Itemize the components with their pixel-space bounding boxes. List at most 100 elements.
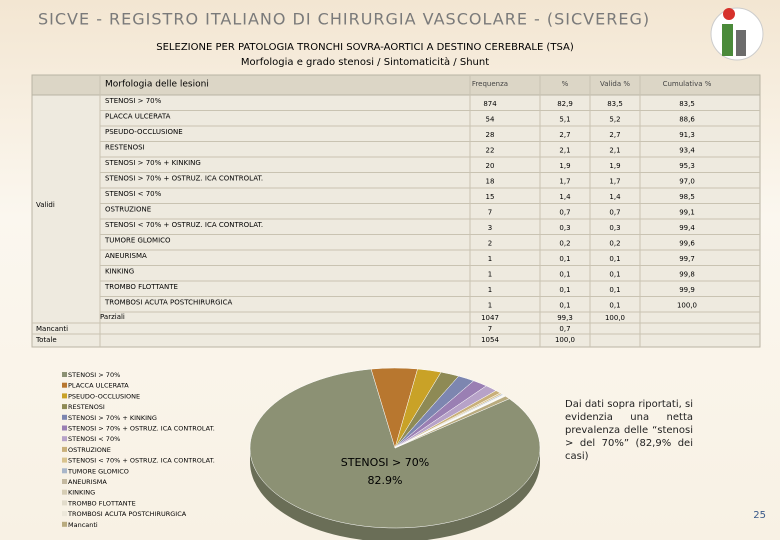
cell: 1 — [488, 286, 492, 294]
column-header: Frequenza — [472, 80, 508, 88]
legend-label: TROMBOSI ACUTA POSTCHIRURGICA — [67, 510, 187, 518]
cell: 18 — [486, 178, 495, 186]
row-label: TROMBO FLOTTANTE — [104, 283, 178, 291]
cell: 1054 — [481, 336, 499, 344]
cell: 7 — [488, 209, 492, 217]
cell: 5,1 — [559, 116, 570, 124]
note: Dai dati sopra riportati, si evidenzia u… — [565, 399, 693, 462]
cell: 5,2 — [609, 116, 620, 124]
legend-label: STENOSI < 70% — [68, 435, 120, 443]
cell: 0,7 — [609, 209, 620, 217]
cell: 1 — [488, 255, 492, 263]
row-label: STENOSI > 70% + KINKING — [105, 159, 201, 167]
legend-label: Mancanti — [68, 521, 98, 529]
legend-swatch — [62, 468, 67, 474]
cell: 28 — [486, 131, 495, 139]
row-label: STENOSI < 70% — [105, 190, 162, 198]
row-label: STENOSI > 70% — [105, 97, 162, 105]
row-label: STENOSI > 70% + OSTRUZ. ICA CONTROLAT. — [105, 175, 263, 183]
cell: 7 — [488, 325, 492, 333]
logo — [710, 7, 764, 61]
table-header-bg — [31, 74, 761, 96]
cell: 54 — [486, 116, 495, 124]
column-header: Cumulativa % — [663, 80, 712, 88]
legend-swatch — [62, 404, 67, 410]
cell: 83,5 — [679, 100, 695, 108]
cell: 0,1 — [559, 286, 570, 294]
cell: 0,1 — [559, 271, 570, 279]
legend-label: ANEURISMA — [68, 478, 107, 486]
cell: 100,0 — [555, 336, 575, 344]
cell: 1 — [488, 302, 492, 310]
row-label: PSEUDO-OCCLUSIONE — [105, 128, 183, 136]
cell: 0,2 — [559, 240, 570, 248]
row-label: KINKING — [105, 268, 134, 276]
cell: 1,9 — [559, 162, 570, 170]
cell: 22 — [486, 147, 495, 155]
row-label: ANEURISMA — [105, 252, 147, 260]
cell: 82,9 — [557, 100, 573, 108]
cell: 0,1 — [609, 286, 620, 294]
cell: 2 — [488, 240, 492, 248]
cell: 91,3 — [679, 131, 695, 139]
legend-swatch — [62, 521, 67, 527]
cell: 95,3 — [679, 162, 695, 170]
cell: 0,7 — [559, 325, 570, 333]
cell: 1047 — [481, 314, 499, 322]
cell: 0,1 — [559, 302, 570, 310]
column-header: Valida % — [600, 80, 630, 88]
slide-title: SICVE - REGISTRO ITALIANO DI CHIRURGIA V… — [38, 10, 650, 29]
row-label: PLACCA ULCERATA — [105, 113, 171, 121]
subtitle: Morfologia e grado stenosi / Sintomatici… — [241, 56, 489, 68]
cell: 83,5 — [607, 100, 623, 108]
cell: 100,0 — [605, 314, 625, 322]
group-label: Validi — [36, 201, 55, 209]
group-label: Mancanti — [36, 325, 68, 333]
cell: 20 — [486, 162, 495, 170]
legend-label: OSTRUZIONE — [68, 446, 111, 454]
cell: 874 — [483, 100, 497, 108]
legend-label: PLACCA ULCERATA — [68, 382, 129, 390]
row-label: RESTENOSI — [105, 144, 145, 152]
legend-swatch — [62, 393, 67, 399]
legend-swatch — [62, 511, 67, 517]
row-label: OSTRUZIONE — [105, 206, 151, 214]
cell: 97,0 — [679, 178, 695, 186]
legend-swatch — [62, 457, 67, 463]
cell: 1 — [488, 271, 492, 279]
cell: 0,3 — [559, 224, 570, 232]
row-label: STENOSI < 70% + OSTRUZ. ICA CONTROLAT. — [105, 221, 263, 229]
legend-swatch — [62, 500, 67, 506]
group-label: Totale — [35, 336, 57, 344]
cell: 98,5 — [679, 193, 695, 201]
legend-swatch — [62, 425, 67, 431]
legend-label: STENOSI < 70% + OSTRUZ. ICA CONTROLAT. — [68, 457, 215, 465]
legend-label: KINKING — [68, 489, 95, 497]
legend-label: STENOSI > 70% + OSTRUZ. ICA CONTROLAT. — [68, 425, 215, 433]
cell: 99,7 — [679, 255, 695, 263]
cell: 99,6 — [679, 240, 695, 248]
cell: 1,4 — [609, 193, 621, 201]
cell: 0,1 — [609, 255, 620, 263]
legend-label: RESTENOSI — [68, 403, 105, 411]
cell: 99,1 — [679, 209, 695, 217]
cell: 88,6 — [679, 116, 695, 124]
pie-slice — [394, 395, 510, 449]
cell: 0,2 — [609, 240, 620, 248]
legend-label: PSEUDO-OCCLUSIONE — [68, 392, 140, 400]
cell: 0,1 — [609, 302, 620, 310]
legend-swatch — [62, 489, 67, 495]
cell: 2,7 — [609, 131, 620, 139]
legend-swatch — [62, 479, 67, 484]
cell: 2,7 — [559, 131, 570, 139]
pie-callout: STENOSI > 70% — [341, 456, 429, 469]
cell: 0,7 — [559, 209, 570, 217]
cell: 2,1 — [609, 147, 620, 155]
subtitle: SELEZIONE PER PATOLOGIA TRONCHI SOVRA-AO… — [156, 42, 574, 53]
table-bg — [31, 74, 761, 348]
cell: 100,0 — [677, 302, 697, 310]
legend-label: TROMBO FLOTTANTE — [67, 499, 136, 507]
legend-label: STENOSI > 70% — [68, 371, 120, 379]
cell: 2,1 — [559, 147, 570, 155]
legend-label: TUMORE GLOMICO — [67, 467, 129, 475]
